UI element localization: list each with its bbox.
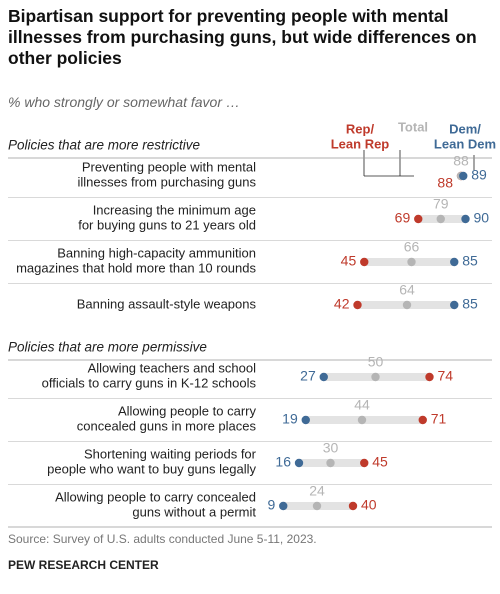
- dot: [418, 415, 427, 425]
- legend-label: Total: [398, 119, 428, 134]
- dot: [414, 214, 423, 224]
- value-label: 71: [431, 411, 447, 427]
- value-label: 69: [395, 210, 411, 226]
- category-label: Allowing people to carry concealed guns w…: [55, 490, 256, 520]
- dot: [312, 501, 322, 511]
- dot: [450, 257, 459, 267]
- value-label: 40: [361, 497, 377, 513]
- dot: [360, 257, 369, 267]
- dot: [402, 300, 412, 310]
- value-label: 24: [309, 483, 325, 499]
- value-label: 88: [453, 153, 469, 169]
- value-label: 45: [341, 253, 357, 269]
- value-label: 30: [323, 440, 339, 456]
- legend-label: Dem/Lean Dem: [434, 122, 496, 152]
- value-label: 74: [438, 368, 454, 384]
- dot: [450, 300, 459, 310]
- value-label: 42: [334, 296, 350, 312]
- dot: [436, 214, 445, 224]
- value-label: 50: [368, 354, 384, 370]
- category-label: Banning high-capacity ammunition magazine…: [16, 246, 256, 276]
- value-label: 89: [471, 167, 487, 183]
- dot: [425, 372, 434, 382]
- value-label: 27: [300, 368, 316, 384]
- dot: [459, 171, 468, 181]
- dot: [371, 372, 380, 382]
- dot: [326, 458, 335, 468]
- dot: [294, 458, 304, 468]
- category-label: Increasing the minimum age for buying gun…: [78, 203, 256, 233]
- value-label: 88: [437, 175, 453, 191]
- value-label: 85: [462, 253, 478, 269]
- category-label: Banning assault-style weapons: [77, 296, 257, 311]
- value-label: 66: [404, 239, 420, 255]
- value-label: 9: [267, 497, 275, 513]
- group-label: Policies that are more restrictive: [8, 138, 200, 153]
- chart-subtitle: % who strongly or somewhat favor …: [8, 94, 240, 110]
- group-label: Policies that are more permissive: [8, 340, 207, 355]
- dot: [360, 458, 369, 468]
- value-label: 44: [354, 397, 370, 413]
- dot: [279, 501, 288, 511]
- value-label: 45: [372, 454, 388, 470]
- value-label: 19: [282, 411, 298, 427]
- value-label: 16: [275, 454, 291, 470]
- dot: [461, 214, 470, 224]
- dot: [357, 415, 367, 425]
- value-label: 64: [399, 282, 415, 298]
- dot: [301, 415, 310, 425]
- dot: [353, 300, 362, 310]
- source: Source: Survey of U.S. adults conducted …: [8, 532, 317, 546]
- value-label: 90: [474, 210, 490, 226]
- category-label: Allowing people to carry concealed guns i…: [77, 404, 257, 434]
- category-label: Preventing people with mental illnesses f…: [78, 160, 257, 190]
- value-label: 85: [462, 296, 478, 312]
- credit: PEW RESEARCH CENTER: [8, 558, 159, 572]
- dot: [348, 501, 358, 511]
- dot: [319, 372, 328, 382]
- chart-title: Bipartisan support for preventing people…: [8, 6, 477, 68]
- legend-label: Rep/Lean Rep: [331, 122, 390, 152]
- category-label: Allowing teachers and school officials to…: [42, 361, 257, 391]
- value-label: 79: [433, 196, 449, 212]
- category-label: Shortening waiting periods for people who…: [47, 447, 257, 477]
- dot: [407, 257, 416, 267]
